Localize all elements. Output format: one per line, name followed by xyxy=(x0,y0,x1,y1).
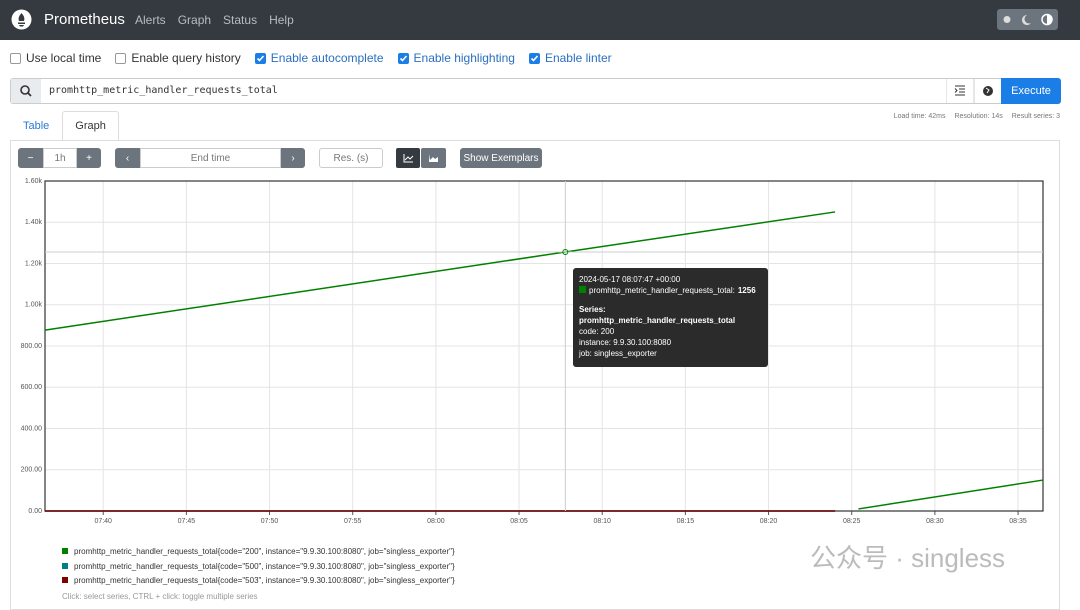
option-label: Enable autocomplete xyxy=(270,51,384,65)
legend-label: promhttp_metric_handler_requests_total{c… xyxy=(74,547,455,556)
tooltip: 2024-05-17 08:07:47 +00:00 promhttp_metri… xyxy=(573,268,768,367)
x-tick-label: 08:00 xyxy=(427,518,445,525)
tooltip-row: promhttp_metric_handler_requests_total: 1… xyxy=(579,285,762,296)
tooltip-series: promhttp_metric_handler_requests_total xyxy=(579,316,736,325)
theme-icons xyxy=(1003,13,1053,26)
y-tick-label: 1.60k xyxy=(25,178,43,185)
check xyxy=(256,54,264,62)
checkbox[interactable] xyxy=(397,52,409,64)
nav-links: Alerts Graph Status Help xyxy=(135,13,294,27)
checkbox[interactable] xyxy=(10,52,21,64)
tooltip-time: 2024-05-17 08:07:47 +00:00 xyxy=(579,275,681,284)
x-tick-label: 08:30 xyxy=(926,518,944,525)
exemplars-button[interactable]: Show Exemplars xyxy=(460,148,542,168)
option-label: Enable query history xyxy=(131,51,241,65)
x-tick-label: 07:55 xyxy=(344,518,362,525)
stack-toggle[interactable] xyxy=(396,148,446,168)
option-label: Enable linter xyxy=(544,51,612,65)
query-input[interactable]: promhttp_metric_handler_requests_total xyxy=(49,85,278,96)
chart: 0.00 200.00 400.00 600.00 800.00 1.00k 1.20k 1.… xyxy=(21,178,1044,525)
x-tick-label: 08:05 xyxy=(510,518,528,525)
resolution-input[interactable]: Res. (s) xyxy=(319,148,383,168)
tooltip-label: code: 200 xyxy=(579,327,615,336)
stats: Load time: 42ms Resolution: 14s Result ser… xyxy=(894,113,1060,120)
stat: Load time: 42ms xyxy=(893,113,946,120)
tooltip-swatch xyxy=(579,286,586,293)
x-tick-label: 07:45 xyxy=(178,518,196,525)
option[interactable]: Use local time xyxy=(10,51,101,65)
y-tick-label: 600.00 xyxy=(21,384,43,391)
checkbox[interactable] xyxy=(115,52,127,64)
nav-link[interactable]: Alerts xyxy=(135,13,166,27)
logo xyxy=(11,9,32,30)
x-tick-label: 08:25 xyxy=(843,518,861,525)
tab[interactable]: Graph xyxy=(62,111,119,140)
x-tick-label: 07:40 xyxy=(94,518,112,525)
legend-swatch xyxy=(62,577,68,583)
y-tick-label: 800.00 xyxy=(21,343,43,350)
checkbox[interactable] xyxy=(254,52,266,64)
check xyxy=(399,54,407,62)
stat: Result series: 3 xyxy=(1011,113,1060,120)
y-tick-label: 400.00 xyxy=(21,425,43,432)
tabs: Table Graph xyxy=(10,111,119,140)
legend-item[interactable]: promhttp_metric_handler_requests_total{c… xyxy=(62,574,455,589)
execute-button[interactable]: Execute xyxy=(1001,78,1061,104)
nav-link[interactable]: Status xyxy=(223,13,258,27)
y-tick-label: 1.00k xyxy=(25,302,43,309)
check xyxy=(530,54,539,62)
x-tick-label: 08:20 xyxy=(760,518,778,525)
options: Use local time Enable query history Enable… xyxy=(10,51,612,65)
nav-link[interactable]: Help xyxy=(269,13,294,27)
tab[interactable]: Table xyxy=(23,120,50,132)
stat: Resolution: 14s xyxy=(954,113,1003,120)
legend-label: promhttp_metric_handler_requests_total{c… xyxy=(74,576,455,585)
option-label: Enable highlighting xyxy=(413,51,515,65)
x-tick-label: 08:15 xyxy=(677,518,695,525)
tooltip-label: instance: 9.9.30.100:8080 xyxy=(579,338,672,347)
option[interactable]: Enable autocomplete xyxy=(254,51,384,65)
watermark: 公众号 · singless xyxy=(810,543,1006,573)
navbar: Prometheus Alerts Graph Status Help xyxy=(0,0,1080,40)
tooltip-label: job: singless_exporter xyxy=(579,349,657,358)
search-icon xyxy=(11,79,41,103)
query-tools[interactable] xyxy=(946,79,1001,103)
hint: Click: select series, CTRL + click: togg… xyxy=(62,592,258,601)
range-minus[interactable]: − xyxy=(18,148,43,168)
option-label: Use local time xyxy=(26,51,102,65)
x-tick-label: 08:35 xyxy=(1009,518,1027,525)
y-tick-label: 1.20k xyxy=(25,260,43,267)
query-bar: promhttp_metric_handler_requests_total E… xyxy=(10,78,1061,104)
y-tick-label: 200.00 xyxy=(21,467,43,474)
tooltip-heading: Series: xyxy=(579,305,606,314)
theme-toggle[interactable] xyxy=(997,9,1058,30)
y-tick-label: 1.40k xyxy=(25,219,43,226)
tooltip-value: 1256 xyxy=(737,286,756,295)
end-prev[interactable]: ‹ xyxy=(115,148,140,168)
legend-label: promhttp_metric_handler_requests_total{c… xyxy=(74,561,455,571)
x-tick-label: 08:10 xyxy=(593,518,611,525)
legend-swatch xyxy=(62,548,68,554)
range-input[interactable]: 1h xyxy=(43,148,77,168)
legend-item[interactable]: promhttp_metric_handler_requests_total{c… xyxy=(62,560,455,575)
end-next[interactable]: › xyxy=(281,148,305,168)
x-tick-label: 07:50 xyxy=(261,518,279,525)
checkbox[interactable] xyxy=(528,52,540,64)
brand[interactable]: Prometheus xyxy=(44,11,125,28)
hover-point xyxy=(562,248,569,255)
legend-swatch xyxy=(62,562,68,569)
option[interactable]: Enable query history xyxy=(115,51,241,65)
legend: promhttp_metric_handler_requests_total{c… xyxy=(62,545,455,589)
option[interactable]: Enable highlighting xyxy=(397,51,515,65)
option[interactable]: Enable linter xyxy=(528,51,612,65)
nav-link[interactable]: Graph xyxy=(177,13,212,27)
y-tick-label: 0.00 xyxy=(28,508,42,515)
end-time-input[interactable]: End time xyxy=(140,148,281,168)
series-line xyxy=(44,211,1044,510)
legend-item[interactable]: promhttp_metric_handler_requests_total{c… xyxy=(62,545,455,560)
tooltip-metric: promhttp_metric_handler_requests_total: xyxy=(589,286,735,295)
range-plus[interactable]: + xyxy=(77,148,101,168)
